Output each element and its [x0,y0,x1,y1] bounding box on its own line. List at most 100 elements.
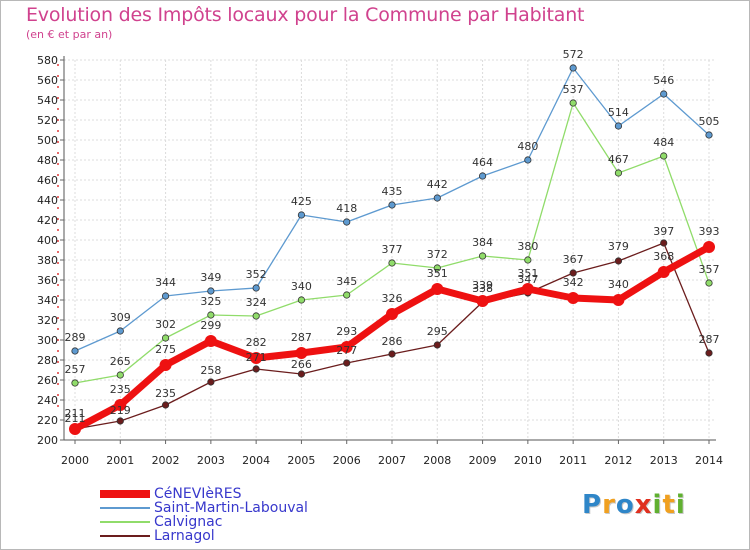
data-label: 351 [517,267,538,280]
data-label: 397 [653,225,674,238]
data-label: 266 [291,358,312,371]
data-label: 345 [336,275,357,288]
data-point [524,256,532,264]
grid-lines [64,59,716,441]
data-label: 380 [517,240,538,253]
data-point [114,399,127,411]
data-label: 235 [110,383,131,396]
x-tick-label: 2006 [333,454,361,467]
series-lines [69,64,716,435]
y-tick-label: 500 [37,134,58,147]
data-point [343,218,351,226]
logo-letter: i [652,490,663,520]
y-tick-label: 580 [37,54,58,67]
y-tick-label: 300 [37,334,58,347]
data-label: 384 [472,236,493,249]
x-tick-label: 2003 [197,454,225,467]
data-point [252,312,260,320]
y-tick-label: 220 [37,414,58,427]
data-label: 287 [699,333,720,346]
data-point [207,378,215,386]
data-point [569,269,577,277]
legend-item: Saint-Martin-Labouval [100,501,308,515]
data-label: 377 [382,243,403,256]
x-tick-label: 2011 [559,454,587,467]
data-point [252,365,260,373]
data-label: 277 [336,344,357,357]
data-label: 282 [246,336,267,349]
data-label: 340 [608,278,629,291]
data-label: 442 [427,178,448,191]
x-tick-label: 2009 [469,454,497,467]
data-label: 372 [427,248,448,261]
data-label: 258 [200,364,221,377]
data-label: 344 [155,276,176,289]
data-point [161,292,170,300]
data-point [207,311,215,319]
x-tick-label: 2001 [106,454,134,467]
data-label: 257 [65,363,86,376]
x-tick-label: 2012 [604,454,632,467]
x-axis-ticks: 2000 2001 2002 2003 2004 2005 2006 2007 2008 2009… [61,440,723,467]
data-point [252,284,260,292]
x-tick-label: 2010 [514,454,542,467]
data-label: 286 [382,335,403,348]
data-point [159,359,172,371]
x-tick-label: 2014 [695,454,723,467]
data-label: 219 [110,404,131,417]
data-label: 339 [472,279,493,292]
data-label: 425 [291,195,312,208]
y-tick-label: 340 [37,294,58,307]
data-point [433,341,441,349]
data-label: 418 [336,202,357,215]
logo-letter: i [675,490,686,520]
data-label: 211 [65,407,86,420]
data-point [614,122,623,130]
data-label: 309 [110,311,131,324]
data-point [476,295,489,307]
y-tick-label: 240 [37,394,58,407]
data-label: 275 [155,343,176,356]
legend-label: Saint-Martin-Labouval [154,500,308,516]
logo-letter: x [634,490,653,520]
data-label: 379 [608,240,629,253]
data-point [614,257,623,265]
data-point [705,279,713,287]
data-label: 235 [155,387,176,400]
data-label: 271 [246,351,267,364]
data-label: 342 [563,276,584,289]
legend-label: CéNEVIèRES [154,486,242,502]
data-label: 347 [517,273,538,286]
data-label: 351 [427,267,448,280]
y-tick-label: 320 [37,314,58,327]
y-tick-label: 400 [37,234,58,247]
data-point [521,283,534,295]
data-label: 352 [246,268,267,281]
data-label: 211 [65,412,86,425]
data-label: 293 [336,325,357,338]
y-tick-label: 540 [37,94,58,107]
data-label: 325 [200,295,221,308]
x-tick-label: 2004 [242,454,270,467]
y-tick-label: 420 [37,214,58,227]
legend-label: Calvignac [154,514,223,530]
data-label: 435 [382,185,403,198]
data-label: 464 [472,156,493,169]
data-point [569,99,577,107]
y-tick-label: 360 [37,274,58,287]
x-tick-label: 2005 [287,454,315,467]
logo-letter: o [615,490,635,520]
data-point [524,156,532,164]
legend-item: Larnagol [100,529,308,543]
y-tick-label: 480 [37,154,58,167]
data-point [204,335,217,347]
y-tick-label: 200 [37,434,58,447]
data-point [478,252,487,260]
legend-swatch [100,507,150,509]
data-label: 295 [427,325,448,338]
data-point [297,211,306,219]
chart-title: Evolution des Impôts locaux pour la Comm… [26,4,585,26]
data-label: 546 [653,74,674,87]
data-label: 367 [563,253,584,266]
